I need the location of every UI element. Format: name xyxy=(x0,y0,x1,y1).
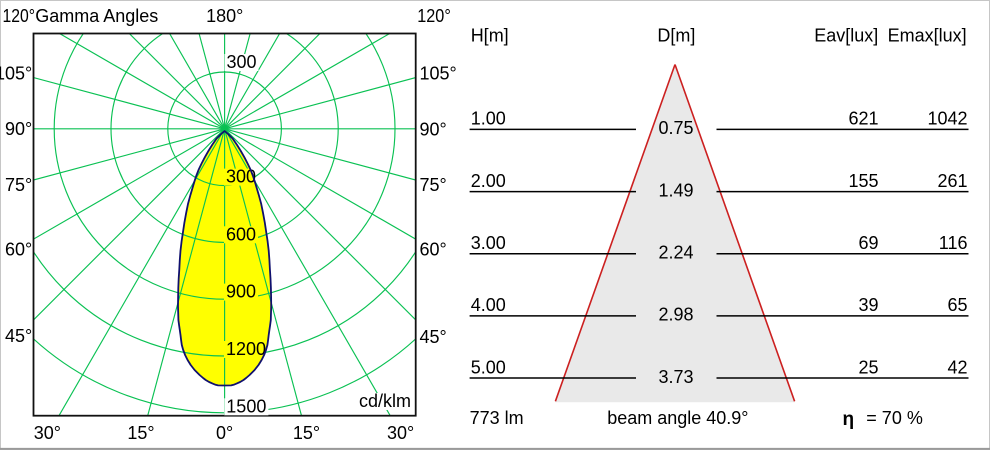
svg-text:= 70 %: = 70 % xyxy=(866,408,923,428)
svg-text:1042: 1042 xyxy=(927,109,967,129)
svg-text:773 lm: 773 lm xyxy=(470,408,524,428)
svg-text:39: 39 xyxy=(858,295,878,315)
svg-text:75°: 75° xyxy=(420,175,447,195)
svg-text:300: 300 xyxy=(227,52,257,72)
svg-text:15°: 15° xyxy=(127,423,154,443)
svg-text:60°: 60° xyxy=(5,239,32,259)
svg-text:75°: 75° xyxy=(5,175,32,195)
svg-text:1200: 1200 xyxy=(226,339,266,359)
svg-text:120°: 120° xyxy=(417,6,451,26)
svg-text:2.00: 2.00 xyxy=(471,171,506,191)
svg-text:65: 65 xyxy=(947,295,967,315)
svg-text:69: 69 xyxy=(858,233,878,253)
svg-text:5.00: 5.00 xyxy=(471,357,506,377)
svg-text:1500: 1500 xyxy=(226,396,266,416)
svg-text:Eav[lux]: Eav[lux] xyxy=(814,26,878,46)
svg-text:15°: 15° xyxy=(293,423,320,443)
svg-text:beam angle 40.9°: beam angle 40.9° xyxy=(607,408,748,428)
svg-text:1.00: 1.00 xyxy=(471,109,506,129)
svg-text:2.24: 2.24 xyxy=(658,243,693,263)
svg-text:3.00: 3.00 xyxy=(471,233,506,253)
svg-text:180°: 180° xyxy=(206,6,243,26)
svg-text:600: 600 xyxy=(226,224,256,244)
svg-text:261: 261 xyxy=(937,171,967,191)
svg-text:116: 116 xyxy=(939,233,968,253)
svg-text:300: 300 xyxy=(226,167,256,187)
svg-text:30°: 30° xyxy=(387,423,414,443)
svg-text:1.49: 1.49 xyxy=(658,180,693,200)
svg-text:Emax[lux]: Emax[lux] xyxy=(888,26,967,46)
svg-text:900: 900 xyxy=(226,282,256,302)
svg-text:90°: 90° xyxy=(420,119,447,139)
svg-text:105°: 105° xyxy=(0,63,32,83)
svg-text:120°: 120° xyxy=(3,6,36,26)
svg-text:0.75: 0.75 xyxy=(658,118,693,138)
svg-text:3.73: 3.73 xyxy=(658,367,693,387)
svg-text:25: 25 xyxy=(858,357,878,377)
svg-text:4.00: 4.00 xyxy=(471,295,506,315)
svg-text:2.98: 2.98 xyxy=(658,305,693,325)
svg-text:45°: 45° xyxy=(5,326,32,346)
svg-text:621: 621 xyxy=(848,109,878,129)
svg-text:0°: 0° xyxy=(216,423,233,443)
svg-text:155: 155 xyxy=(848,171,878,191)
svg-text:30°: 30° xyxy=(34,423,61,443)
svg-text:cd/klm: cd/klm xyxy=(359,391,411,411)
svg-text:90°: 90° xyxy=(5,119,32,139)
svg-text:H[m]: H[m] xyxy=(471,26,509,46)
svg-text:D[m]: D[m] xyxy=(657,26,695,46)
svg-text:45°: 45° xyxy=(420,327,447,347)
svg-text:60°: 60° xyxy=(420,239,447,259)
svg-text:42: 42 xyxy=(947,357,967,377)
svg-text:η: η xyxy=(843,409,855,430)
svg-text:Gamma Angles: Gamma Angles xyxy=(35,6,158,26)
svg-text:105°: 105° xyxy=(420,63,457,83)
